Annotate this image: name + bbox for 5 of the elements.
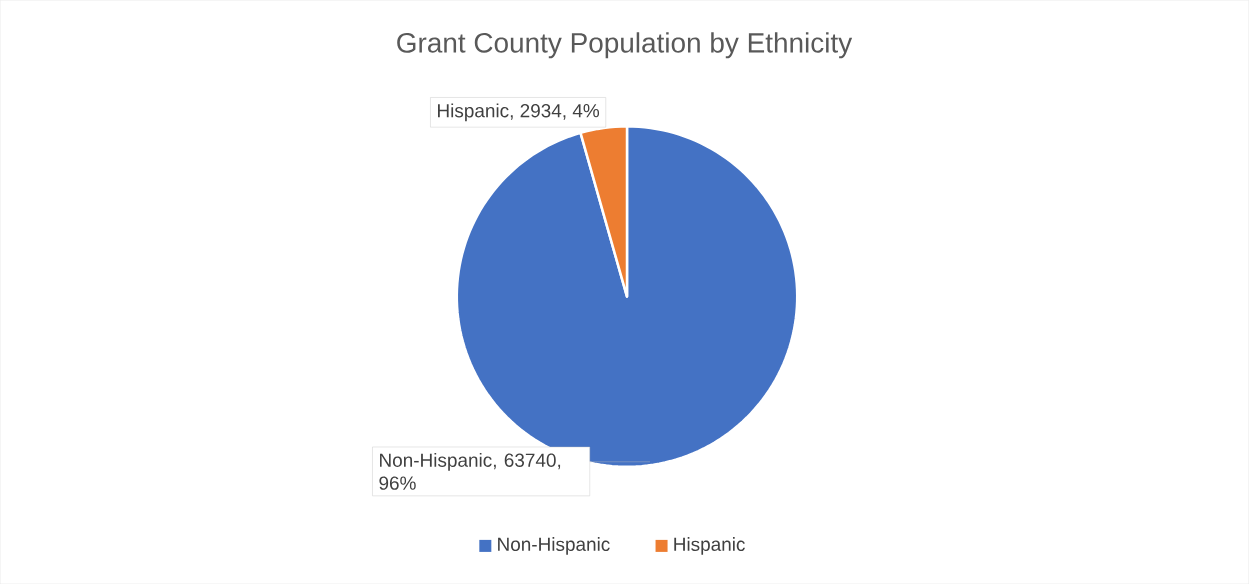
legend-label: Hispanic <box>674 537 745 555</box>
chart-title: Grant County Population by Ethnicity <box>397 32 853 59</box>
data-label: Non-Hispanic, 63740, 96% <box>379 452 561 490</box>
data-label: Hispanic, 2934, 4% <box>438 103 600 122</box>
legend-label: Non-Hispanic <box>498 537 610 555</box>
